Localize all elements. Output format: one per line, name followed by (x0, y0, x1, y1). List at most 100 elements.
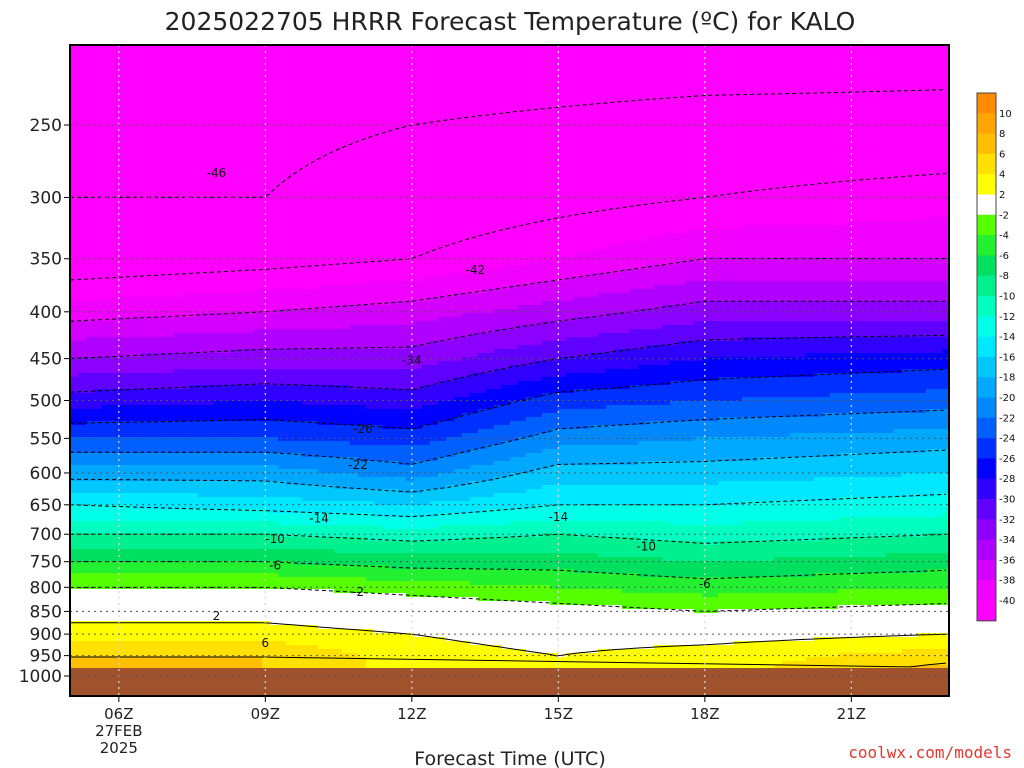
temperature-cell (174, 177, 183, 182)
temperature-cell (694, 201, 703, 206)
temperature-cell (86, 149, 95, 154)
temperature-cell (822, 133, 831, 138)
temperature-cell (518, 173, 527, 178)
temperature-cell (358, 221, 367, 226)
temperature-cell (294, 77, 303, 82)
temperature-cell (502, 149, 511, 154)
temperature-cell (942, 185, 949, 190)
temperature-cell (542, 201, 551, 206)
temperature-cell (302, 93, 311, 98)
temperature-cell (574, 205, 583, 210)
temperature-cell (142, 221, 151, 226)
temperature-cell (390, 217, 399, 222)
temperature-cell (102, 157, 111, 162)
temperature-cell (662, 149, 671, 154)
temperature-cell (718, 77, 727, 82)
temperature-cell (382, 85, 391, 90)
temperature-cell (766, 145, 775, 150)
temperature-cell (318, 45, 327, 50)
temperature-cell (414, 157, 423, 162)
temperature-cell (454, 49, 463, 54)
temperature-cell (638, 105, 647, 110)
temperature-cell (646, 61, 655, 66)
temperature-cell (102, 149, 111, 154)
temperature-cell (478, 217, 487, 222)
temperature-cell (262, 121, 271, 126)
temperature-cell (838, 113, 847, 118)
temperature-cell (462, 45, 471, 50)
temperature-cell (182, 61, 191, 66)
temperature-cell (918, 117, 927, 122)
temperature-cell (182, 137, 191, 142)
temperature-cell (638, 125, 647, 130)
temperature-cell (734, 105, 743, 110)
temperature-cell (934, 73, 943, 78)
temperature-cell (110, 109, 119, 114)
temperature-cell (726, 73, 735, 78)
temperature-cell (774, 77, 783, 82)
temperature-cell (94, 141, 103, 146)
temperature-cell (614, 141, 623, 146)
temperature-cell (598, 169, 607, 174)
temperature-cell (230, 105, 239, 110)
temperature-cell (838, 129, 847, 134)
temperature-cell (486, 209, 495, 214)
temperature-cell (494, 149, 503, 154)
temperature-cell (78, 45, 87, 50)
temperature-cell (142, 85, 151, 90)
temperature-cell (390, 205, 399, 210)
temperature-cell (230, 73, 239, 78)
temperature-cell (590, 185, 599, 190)
temperature-cell (742, 129, 751, 134)
temperature-cell (454, 169, 463, 174)
temperature-cell (702, 125, 711, 130)
temperature-cell (934, 97, 943, 102)
temperature-cell (662, 221, 671, 226)
temperature-cell (470, 189, 479, 194)
temperature-cell (694, 161, 703, 166)
temperature-cell (902, 69, 911, 74)
temperature-cell (446, 165, 455, 170)
temperature-cell (598, 93, 607, 98)
temperature-cell (822, 217, 831, 222)
temperature-cell (822, 45, 831, 50)
temperature-cell (798, 49, 807, 54)
temperature-cell (926, 93, 935, 98)
temperature-cell (422, 141, 431, 146)
temperature-cell (246, 209, 255, 214)
temperature-cell (302, 45, 311, 50)
temperature-cell (702, 129, 711, 134)
temperature-cell (870, 189, 879, 194)
temperature-cell (606, 157, 615, 162)
temperature-cell (686, 121, 695, 126)
temperature-cell (318, 213, 327, 218)
temperature-cell (558, 89, 567, 94)
temperature-cell (374, 65, 383, 70)
temperature-cell (86, 141, 95, 146)
temperature-cell (886, 121, 895, 126)
temperature-cell (198, 217, 207, 222)
temperature-cell (502, 61, 511, 66)
temperature-cell (222, 109, 231, 114)
temperature-cell (222, 105, 231, 110)
temperature-cell (838, 217, 847, 222)
temperature-cell (894, 141, 903, 146)
temperature-cell (326, 173, 335, 178)
temperature-cell (750, 61, 759, 66)
temperature-cell (374, 213, 383, 218)
temperature-cell (854, 77, 863, 82)
temperature-cell (358, 153, 367, 158)
temperature-cell (894, 73, 903, 78)
temperature-cell (262, 197, 271, 202)
temperature-cell (582, 209, 591, 214)
temperature-cell (558, 57, 567, 62)
temperature-cell (398, 145, 407, 150)
temperature-cell (478, 93, 487, 98)
temperature-cell (406, 217, 415, 222)
temperature-cell (582, 65, 591, 70)
temperature-cell (518, 61, 527, 66)
temperature-cell (262, 173, 271, 178)
temperature-cell (614, 93, 623, 98)
temperature-cell (454, 181, 463, 186)
temperature-cell (694, 149, 703, 154)
